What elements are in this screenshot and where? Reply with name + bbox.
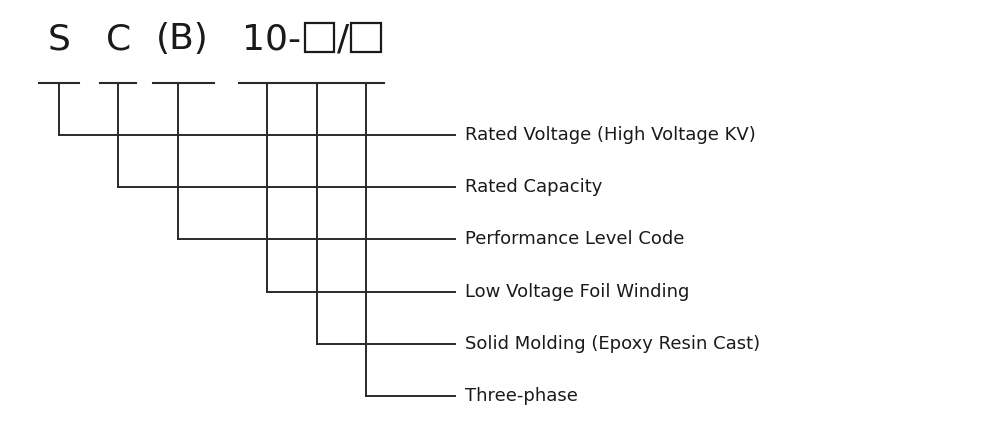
Text: C: C bbox=[106, 23, 131, 56]
Text: Solid Molding (Epoxy Resin Cast): Solid Molding (Epoxy Resin Cast) bbox=[465, 335, 760, 353]
Bar bbox=[351, 23, 381, 52]
Bar bbox=[305, 23, 334, 52]
Text: /: / bbox=[337, 23, 349, 56]
Text: 10-: 10- bbox=[242, 23, 301, 56]
Text: Performance Level Code: Performance Level Code bbox=[465, 230, 685, 249]
Text: Low Voltage Foil Winding: Low Voltage Foil Winding bbox=[465, 283, 690, 301]
Text: (B): (B) bbox=[156, 23, 209, 56]
Text: Rated Capacity: Rated Capacity bbox=[465, 178, 603, 196]
Text: S: S bbox=[47, 23, 70, 56]
Text: Rated Voltage (High Voltage KV): Rated Voltage (High Voltage KV) bbox=[465, 126, 756, 144]
Text: Three-phase: Three-phase bbox=[465, 387, 578, 405]
